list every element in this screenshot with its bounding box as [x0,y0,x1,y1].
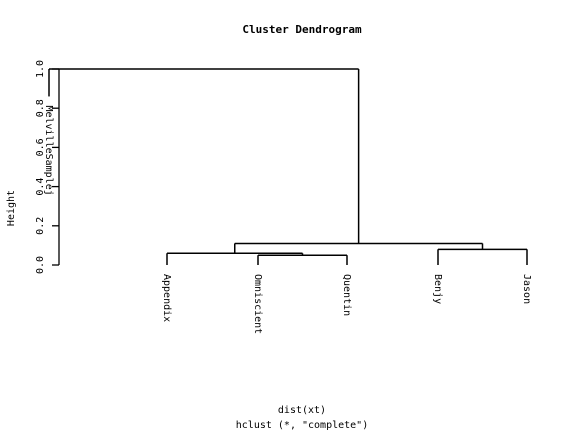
leaf-label: Omniscient [252,274,263,334]
y-axis: 0.0 0.2 0.4 0.6 0.8 1.0 [35,60,60,274]
x-axis-label: dist(xt) [278,405,326,416]
y-tick-label: 1.0 [35,60,46,78]
leaf-label: Benjy [432,274,443,304]
y-tick-label: 0.6 [35,138,46,156]
dendrogram-tree [48,68,528,265]
leaf-label: Jason [521,274,532,304]
y-tick-label: 0.0 [35,256,46,274]
y-tick-label: 0.2 [35,217,46,235]
x-axis-sublabel: hclust (*, "complete") [236,420,368,431]
leaf-label: MelvilleSamplej [43,105,54,195]
chart-title: Cluster Dendrogram [242,23,362,36]
y-tick-label: 0.8 [35,99,46,117]
y-axis-label: Height [6,190,17,226]
leaf-label: Appendix [161,274,172,322]
y-tick-label: 0.4 [35,178,46,196]
leaf-label: Quentin [341,274,352,316]
leaf-labels: MelvilleSamplej Appendix Omniscient Quentin… [43,105,532,334]
